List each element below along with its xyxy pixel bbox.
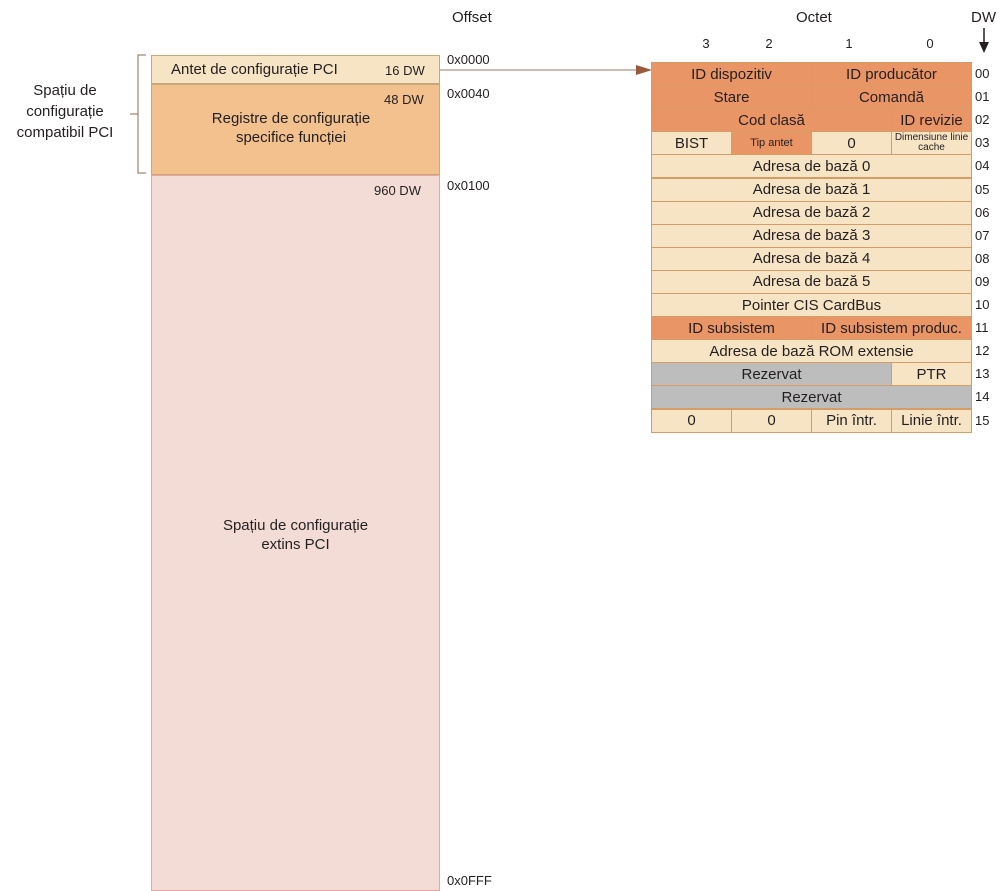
register-cell: Pointer CIS CardBus (651, 293, 972, 318)
dw-row-number: 06 (975, 204, 990, 220)
extended-space-size: 960 DW (374, 183, 421, 198)
register-cell: Linie într. (891, 408, 972, 433)
register-cell: 0 (811, 131, 892, 156)
register-cell: ID subsistem (651, 316, 812, 341)
register-cell: Adresa de bază 4 (651, 246, 972, 271)
extended-space-label: Spațiu de configurație extins PCI (222, 517, 369, 553)
dw-row-number: 13 (975, 366, 990, 382)
register-cell: ID producător (811, 62, 972, 87)
register-cell: Pin într. (811, 408, 892, 433)
dw-down-arrow-icon (979, 28, 989, 53)
function-registers-label: Registre de configurație specifice funcț… (211, 110, 371, 146)
register-cell: Dimensiune linie cache (891, 131, 972, 156)
dw-row-number: 03 (975, 135, 990, 151)
octet-1-label: 1 (845, 36, 853, 51)
octet-0-label: 0 (926, 36, 934, 51)
register-cell: Adresa de bază 3 (651, 223, 972, 248)
register-cell: 0 (731, 408, 812, 433)
register-cell: Cod clasă (651, 108, 892, 133)
register-cell: 0 (651, 408, 732, 433)
compatible-space-label: Spațiu de configurație compatibil PCI (16, 82, 114, 141)
octet-3-label: 3 (702, 36, 710, 51)
register-cell: Adresa de bază 5 (651, 269, 972, 294)
dw-row-number: 08 (975, 250, 990, 266)
register-cell: Comandă (811, 85, 972, 110)
register-cell: PTR (891, 362, 972, 387)
dw-row-number: 00 (975, 66, 990, 81)
register-cell: ID revizie (891, 108, 972, 133)
offset-0x0040: 0x0040 (447, 86, 490, 101)
register-cell: Adresa de bază 1 (651, 177, 972, 202)
register-cell: BIST (651, 131, 732, 156)
dw-row-number: 05 (975, 181, 990, 197)
header-arrow-icon (440, 65, 652, 75)
offset-0x0100: 0x0100 (447, 178, 490, 193)
extended-space-block (151, 175, 440, 891)
offset-header: Offset (452, 9, 492, 26)
pci-header-block (151, 55, 440, 84)
dw-row-number: 14 (975, 389, 990, 405)
bracket-icon (130, 54, 146, 174)
octet-header: Octet (796, 9, 832, 26)
offset-0x0fff: 0x0FFF (447, 873, 492, 888)
register-cell: Adresa de bază ROM extensie (651, 339, 972, 364)
dw-row-number: 10 (975, 297, 990, 312)
pci-header-label: Antet de configurație PCI (171, 61, 338, 78)
register-cell: Rezervat (651, 385, 972, 410)
offset-0x0000: 0x0000 (447, 52, 490, 67)
dw-row-number: 09 (975, 273, 990, 289)
dw-row-number: 01 (975, 89, 990, 105)
register-cell: Tip antet (731, 131, 812, 156)
dw-row-number: 04 (975, 158, 990, 174)
function-registers-block (151, 84, 440, 175)
dw-row-number: 02 (975, 112, 990, 128)
register-cell: Adresa de bază 0 (651, 154, 972, 179)
register-cell: ID dispozitiv (651, 62, 812, 87)
register-cell: ID subsistem produc. (811, 316, 972, 341)
dw-row-number: 11 (975, 320, 989, 336)
register-cell: Adresa de bază 2 (651, 200, 972, 225)
pci-header-size: 16 DW (385, 63, 425, 78)
dw-row-number: 15 (975, 412, 990, 428)
dw-header: DW (971, 9, 996, 26)
function-registers-size: 48 DW (384, 92, 424, 107)
register-cell: Rezervat (651, 362, 892, 387)
dw-row-number: 07 (975, 227, 990, 243)
dw-row-number: 12 (975, 343, 990, 359)
octet-2-label: 2 (765, 36, 773, 51)
register-cell: Stare (651, 85, 812, 110)
